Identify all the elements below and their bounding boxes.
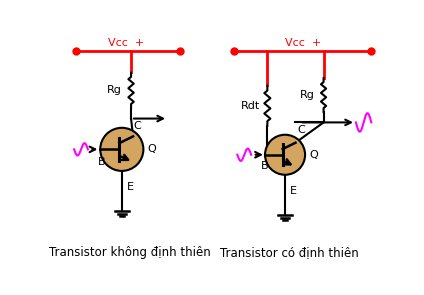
Text: C: C — [134, 121, 141, 131]
Text: E: E — [126, 182, 134, 192]
Text: Rdt: Rdt — [240, 101, 259, 111]
Text: Q: Q — [309, 150, 318, 160]
Text: Rg: Rg — [299, 90, 314, 100]
Text: Vcc  +: Vcc + — [108, 38, 144, 48]
Text: Transistor có định thiên: Transistor có định thiên — [220, 246, 358, 259]
Text: B: B — [98, 157, 106, 167]
Text: Rg: Rg — [107, 86, 122, 96]
Text: Q: Q — [147, 144, 156, 154]
Text: Transistor không định thiên: Transistor không định thiên — [49, 246, 210, 259]
Circle shape — [265, 135, 305, 175]
Text: E: E — [290, 186, 297, 196]
Text: B: B — [261, 161, 269, 171]
Text: Vcc  +: Vcc + — [285, 38, 321, 48]
Text: C: C — [297, 125, 305, 135]
Circle shape — [100, 128, 143, 171]
